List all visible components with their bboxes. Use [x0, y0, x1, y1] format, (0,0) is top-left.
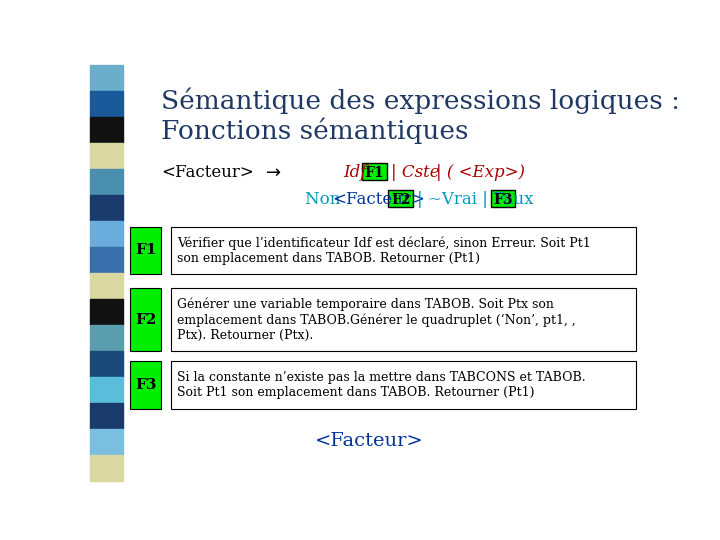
Bar	[388, 190, 413, 207]
Text: Vérifier que l’identificateur Idf est déclaré, sinon Erreur. Soit Pt1
son emplac: Vérifier que l’identificateur Idf est dé…	[177, 236, 590, 265]
Bar	[90, 273, 122, 299]
Bar	[130, 288, 161, 351]
Text: | ~Vrai | Faux: | ~Vrai | Faux	[417, 191, 534, 208]
Bar	[90, 325, 122, 350]
Bar	[171, 226, 636, 274]
Text: | Cste: | Cste	[391, 164, 439, 181]
Text: F1: F1	[135, 244, 156, 258]
Text: Si la constante n’existe pas la mettre dans TABCONS et TABOB.
Soit Pt1 son empla: Si la constante n’existe pas la mettre d…	[177, 371, 585, 399]
Bar	[90, 65, 122, 91]
Text: F2: F2	[391, 193, 410, 206]
Text: <Facteur>: <Facteur>	[333, 191, 426, 208]
Bar	[362, 164, 387, 180]
Bar	[90, 221, 122, 247]
Bar	[90, 143, 122, 169]
Text: →: →	[266, 164, 281, 181]
Bar	[90, 377, 122, 403]
Text: Non: Non	[305, 191, 346, 208]
Text: F3: F3	[493, 193, 513, 206]
Bar	[90, 350, 122, 377]
Bar	[90, 403, 122, 429]
Text: F3: F3	[135, 378, 156, 392]
Text: Idf: Idf	[343, 164, 366, 181]
Text: Fonctions sémantiques: Fonctions sémantiques	[161, 117, 469, 144]
Bar	[490, 190, 516, 207]
Bar	[171, 361, 636, 409]
Text: Sémantique des expressions logiques :: Sémantique des expressions logiques :	[161, 88, 680, 114]
Bar	[90, 195, 122, 221]
Text: F2: F2	[135, 313, 156, 327]
Bar	[130, 361, 161, 409]
Bar	[90, 247, 122, 273]
Bar	[130, 226, 161, 274]
Text: <Facteur>: <Facteur>	[315, 431, 423, 450]
Text: F1: F1	[364, 166, 384, 180]
Bar	[90, 299, 122, 325]
Bar	[90, 429, 122, 455]
Bar	[90, 117, 122, 143]
Bar	[171, 288, 636, 351]
Text: <Facteur>: <Facteur>	[161, 164, 254, 181]
Text: | ( <Exp>): | ( <Exp>)	[436, 164, 525, 181]
Text: Générer une variable temporaire dans TABOB. Soit Ptx son
emplacement dans TABOB.: Générer une variable temporaire dans TAB…	[177, 298, 575, 342]
Bar	[90, 91, 122, 117]
Bar	[90, 455, 122, 481]
Bar	[90, 168, 122, 195]
